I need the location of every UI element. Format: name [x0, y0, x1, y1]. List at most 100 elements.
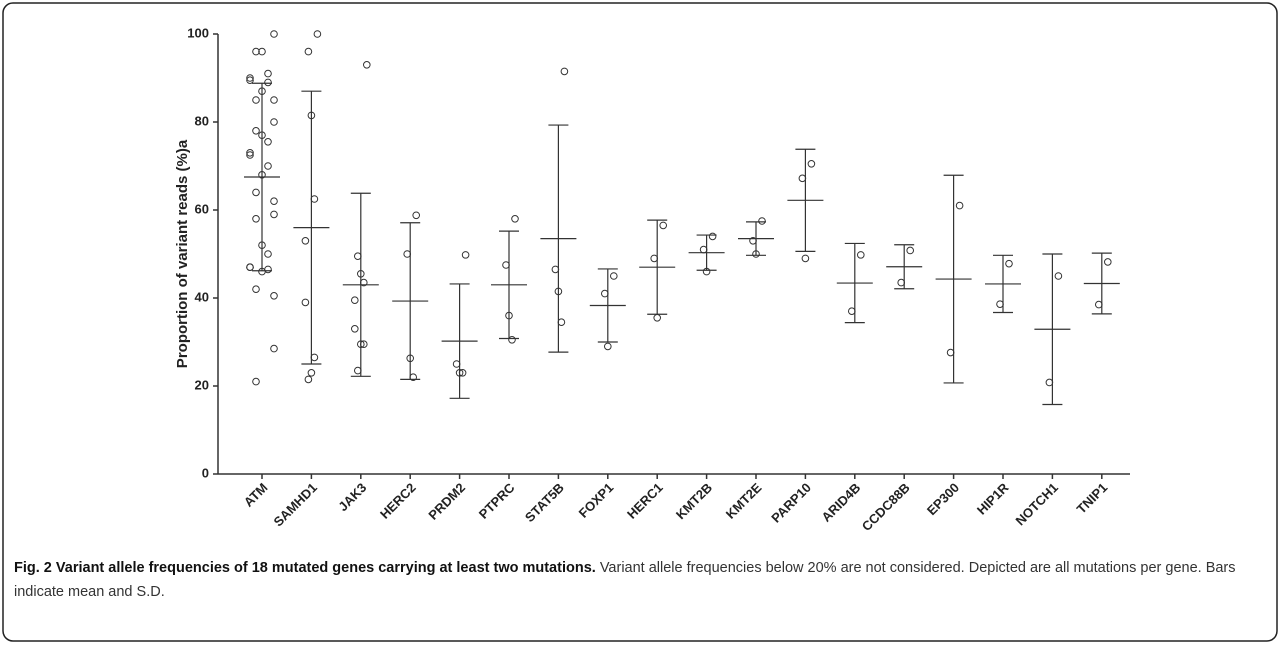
data-point: [307, 369, 316, 377]
data-point: [1054, 272, 1063, 280]
data-point: [1045, 378, 1054, 387]
y-axis-label: Proportion of variant reads (%)a: [174, 139, 191, 368]
x-tick-label: EP300: [924, 480, 962, 518]
data-point: [264, 69, 272, 78]
data-point: [246, 149, 254, 157]
data-point: [270, 344, 278, 353]
data-point: [955, 201, 964, 210]
data-point: [252, 47, 260, 56]
caption-text: Variant allele frequencies below 20% are…: [14, 560, 1236, 600]
y-tick-label: 40: [195, 289, 209, 304]
data-point: [246, 263, 254, 272]
data-point: [313, 30, 322, 38]
data-point: [354, 252, 362, 261]
x-tick-label: ARID4B: [819, 480, 864, 525]
data-point: [807, 160, 816, 168]
data-point: [301, 298, 310, 307]
data-point: [455, 369, 464, 377]
x-tick-label: JAK3: [335, 480, 369, 514]
data-point: [897, 278, 906, 287]
data-point: [551, 265, 560, 274]
x-tick-label: HERC2: [377, 480, 419, 522]
data-point: [1104, 258, 1112, 266]
data-point: [699, 245, 708, 254]
data-point: [252, 377, 260, 386]
data-point: [360, 340, 368, 349]
data-point: [604, 342, 612, 351]
x-tick-label: FOXP1: [576, 480, 617, 521]
data-point: [258, 47, 266, 56]
data-point: [258, 267, 266, 276]
data-point: [946, 348, 955, 357]
data-point: [252, 127, 260, 135]
data-point: [351, 325, 359, 333]
data-point: [848, 307, 856, 316]
data-point: [258, 241, 266, 249]
data-point: [301, 237, 310, 245]
data-point: [258, 131, 266, 139]
data-point: [258, 171, 266, 179]
x-tick-label: KMT2B: [673, 480, 715, 522]
x-tick-label: HIP1R: [974, 480, 1012, 518]
data-point: [702, 267, 711, 276]
data-point: [412, 211, 421, 220]
data-point: [857, 251, 865, 259]
data-point: [246, 74, 254, 82]
y-tick-label: 20: [195, 377, 209, 392]
data-point: [502, 261, 510, 269]
data-point: [270, 96, 278, 104]
x-tick-label: PTPRC: [476, 480, 518, 522]
data-point: [252, 188, 260, 197]
data-point: [505, 311, 513, 320]
data-point: [307, 111, 316, 120]
data-point: [264, 138, 272, 146]
data-point: [653, 314, 662, 322]
data-point: [749, 237, 757, 245]
x-tick-label: ATM: [241, 480, 271, 510]
data-point: [357, 340, 365, 349]
data-point: [801, 254, 810, 263]
caption: Fig. 2 Variant allele frequencies of 18 …: [14, 556, 1269, 604]
data-point: [310, 195, 319, 203]
data-point: [708, 232, 717, 241]
data-point: [906, 246, 915, 255]
data-point: [1095, 300, 1103, 309]
data-point: [304, 47, 313, 56]
data-point: [508, 336, 516, 344]
data-point: [351, 296, 359, 305]
data-point: [557, 318, 566, 327]
data-point: [406, 354, 415, 363]
x-tick-label: PRDM2: [425, 480, 468, 523]
data-point: [354, 366, 362, 375]
data-point: [270, 118, 278, 126]
data-point: [270, 210, 278, 219]
x-tick-label: PARP10: [768, 480, 814, 526]
data-point: [360, 278, 368, 287]
x-tick-label: STAT5B: [522, 480, 567, 525]
y-tick-label: 0: [202, 465, 209, 480]
data-point: [798, 174, 807, 183]
data-point: [610, 272, 618, 280]
data-point: [357, 270, 365, 278]
data-point: [409, 373, 418, 382]
x-tick-label: HERC1: [624, 480, 666, 522]
caption-bold: Fig. 2 Variant allele frequencies of 18 …: [14, 560, 596, 576]
data-point: [554, 287, 563, 296]
y-tick-label: 80: [195, 113, 209, 128]
data-point: [270, 30, 278, 38]
data-point: [264, 250, 272, 258]
data-point: [458, 369, 467, 377]
y-tick-label: 60: [195, 201, 209, 216]
data-point: [511, 215, 519, 223]
data-point: [452, 360, 461, 368]
data-point: [461, 251, 470, 259]
data-point: [270, 197, 278, 205]
data-point: [270, 292, 278, 300]
data-point: [264, 78, 272, 87]
data-point: [246, 76, 254, 84]
data-point: [246, 151, 254, 159]
x-tick-label: SAMHD1: [271, 480, 320, 529]
